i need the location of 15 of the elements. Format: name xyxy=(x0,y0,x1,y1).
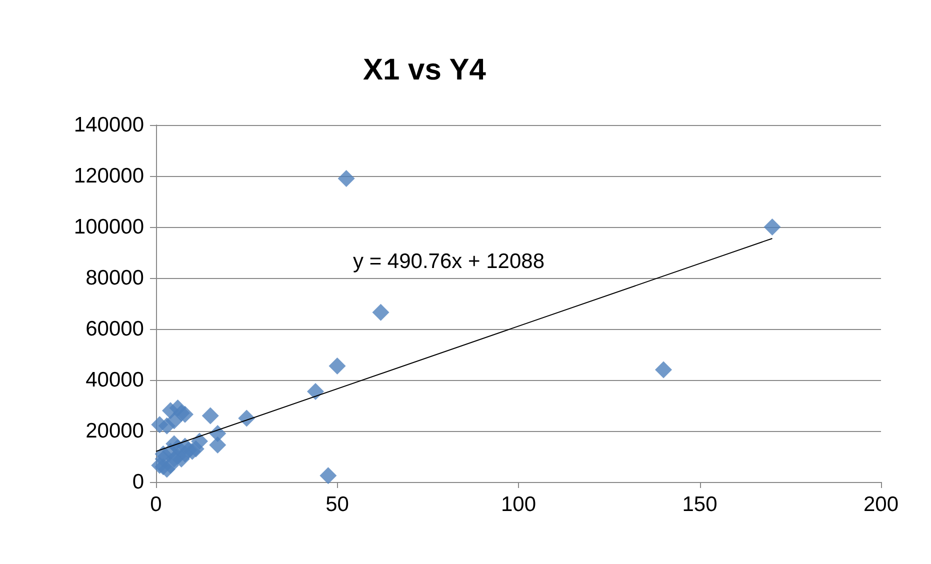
chart-title: X1 vs Y4 xyxy=(363,54,486,86)
x-tick-label: 0 xyxy=(150,493,162,516)
x-tick-label: 100 xyxy=(500,493,536,516)
y-tick-label: 0 xyxy=(132,470,144,494)
y-tick-label: 60000 xyxy=(86,318,144,340)
y-tick-label: 20000 xyxy=(86,420,144,442)
y-tick-label: 100000 xyxy=(74,216,144,238)
x-tick-label: 200 xyxy=(863,493,899,516)
y-tick-label: 140000 xyxy=(74,114,144,136)
annotation: y = 490.76x + 12088 xyxy=(353,250,544,273)
y-tick-label: 120000 xyxy=(74,164,144,188)
y-tick-label: 80000 xyxy=(86,266,144,290)
x-tick-label: 150 xyxy=(682,493,718,516)
y-tick-label: 40000 xyxy=(86,368,144,392)
x-tick-label: 50 xyxy=(326,493,349,516)
